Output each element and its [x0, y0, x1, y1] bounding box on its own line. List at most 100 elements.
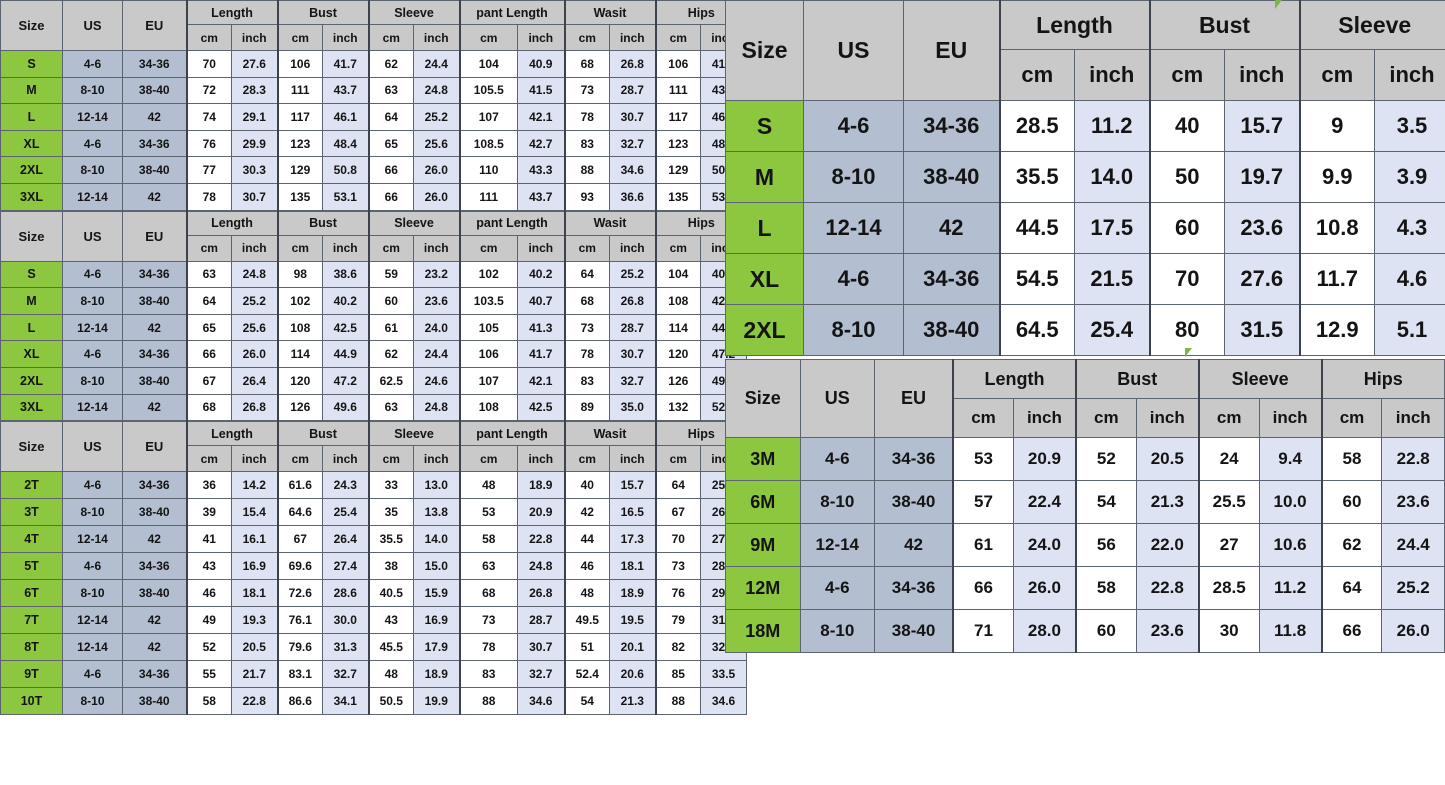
cell-cm: 53	[458, 498, 519, 527]
cell-inch: 24.8	[230, 260, 279, 289]
cell-cm: 58	[458, 525, 519, 554]
cell-size: XL	[725, 253, 804, 305]
cell-cm: 40.5	[367, 579, 415, 608]
cell-cm: 120	[654, 340, 702, 368]
cell-inch: 14.0	[413, 525, 461, 554]
unit-header-inch: inch	[1224, 49, 1300, 101]
table-row: L 12-14 42 65 25.6 108 42.5 61 24.0 105 41.3 73 28.7…	[0, 313, 748, 342]
unit-header-cm: cm	[458, 24, 519, 51]
unit-header-cm: cm	[563, 445, 611, 473]
unit-header-cm: cm	[367, 445, 415, 473]
cell-cm: 61	[367, 313, 415, 342]
cell-us: 12-14	[803, 202, 904, 254]
cell-inch: 23.6	[413, 287, 461, 315]
table-row: 9M 12-14 42 61 24.0 56 22.0 27 10.6 62 24.4	[725, 523, 1445, 567]
size-table-adult-middle: Size US EU Length Bust Sleeve pant Length Wasit…	[0, 210, 748, 422]
cell-inch: 32.7	[609, 129, 657, 158]
cell-cm: 102	[458, 260, 519, 289]
cell-cm: 57	[952, 480, 1014, 524]
cell-eu: 34-36	[122, 660, 187, 689]
cell-size: L	[0, 313, 63, 342]
cell-inch: 30.7	[609, 103, 657, 131]
cell-cm: 111	[654, 76, 702, 105]
cell-eu: 38-40	[122, 366, 187, 395]
table-row: M 8-10 38-40 35.5 14.0 50 19.7 9.9 3.9	[725, 151, 1445, 203]
group-header-length: Length	[185, 421, 279, 447]
cell-inch: 24.4	[413, 340, 461, 368]
cell-cm: 83	[563, 129, 611, 158]
cell-inch: 18.9	[609, 579, 657, 608]
cell-size: 2XL	[0, 366, 63, 395]
cell-inch: 24.8	[517, 552, 566, 581]
green-artifact-icon	[1185, 348, 1192, 357]
cell-cm: 51	[563, 633, 611, 662]
cell-cm: 86.6	[276, 687, 324, 716]
cell-cm: 104	[458, 50, 519, 78]
cell-inch: 38.6	[322, 260, 370, 289]
group-header-wasit: Wasit	[563, 210, 657, 236]
unit-header-cm: cm	[276, 234, 324, 262]
cell-cm: 79	[654, 606, 702, 635]
cell-inch: 3.5	[1374, 100, 1445, 152]
cell-cm: 28.5	[998, 100, 1075, 152]
cell-inch: 22.8	[1381, 437, 1445, 481]
cell-eu: 38-40	[903, 304, 1000, 356]
cell-cm: 76	[185, 129, 232, 158]
cell-cm: 111	[276, 76, 324, 105]
cell-inch: 22.8	[230, 687, 279, 716]
left-column: Size US EU Length Bust Sleeve pant Length Wasit…	[0, 0, 748, 716]
col-header-eu: EU	[874, 359, 954, 438]
cell-inch: 15.7	[609, 471, 657, 500]
cell-cm: 104	[654, 260, 702, 289]
cell-inch: 18.9	[413, 660, 461, 689]
cell-cm: 106	[654, 50, 702, 78]
cell-eu: 34-36	[122, 50, 187, 78]
table-row: 3M 4-6 34-36 53 20.9 52 20.5 24 9.4 58 22.8	[725, 437, 1445, 481]
table-row: 12M 4-6 34-36 66 26.0 58 22.8 28.5 11.2 64 25.2	[725, 566, 1445, 610]
cell-inch: 23.2	[413, 260, 461, 289]
group-header-wasit: Wasit	[563, 0, 657, 25]
cell-inch: 13.8	[413, 498, 461, 527]
cell-size: 9T	[0, 660, 63, 689]
cell-inch: 30.3	[230, 156, 279, 184]
cell-inch: 17.9	[413, 633, 461, 662]
cell-us: 8-10	[803, 304, 904, 356]
group-header-bust: Bust	[276, 210, 370, 236]
cell-inch: 20.5	[230, 633, 279, 662]
cell-cm: 72.6	[276, 579, 324, 608]
table-row: 6M 8-10 38-40 57 22.4 54 21.3 25.5 10.0 60 23.6	[725, 480, 1445, 524]
cell-inch: 28.7	[609, 76, 657, 105]
cell-inch: 19.3	[230, 606, 279, 635]
cell-cm: 73	[563, 313, 611, 342]
cell-inch: 40.2	[517, 260, 566, 289]
cell-cm: 72	[185, 76, 232, 105]
cell-cm: 70	[185, 50, 232, 78]
cell-inch: 18.1	[230, 579, 279, 608]
cell-cm: 114	[276, 340, 324, 368]
unit-header-cm: cm	[276, 24, 324, 51]
cell-inch: 26.8	[517, 579, 566, 608]
cell-inch: 47.2	[322, 366, 370, 395]
cell-inch: 32.7	[609, 366, 657, 395]
cell-inch: 28.7	[517, 606, 566, 635]
cell-cm: 50	[1148, 151, 1225, 203]
table-row: M 8-10 38-40 64 25.2 102 40.2 60 23.6 103.5 40.7 68…	[0, 287, 748, 315]
cell-eu: 42	[122, 633, 187, 662]
table-row: 8T 12-14 42 52 20.5 79.6 31.3 45.5 17.9 78 30.7 51 2…	[0, 633, 748, 662]
cell-eu: 42	[122, 525, 187, 554]
table-row: 9T 4-6 34-36 55 21.7 83.1 32.7 48 18.9 83 32.7 52.4…	[0, 660, 748, 689]
cell-cm: 62.5	[367, 366, 415, 395]
cell-size: XL	[0, 340, 63, 368]
unit-header-inch: inch	[230, 24, 279, 51]
cell-cm: 88	[654, 687, 702, 716]
cell-inch: 16.5	[609, 498, 657, 527]
cell-cm: 35.5	[998, 151, 1075, 203]
cell-us: 4-6	[799, 437, 876, 481]
unit-header-cm: cm	[185, 24, 232, 51]
cell-inch: 42.5	[322, 313, 370, 342]
table-row: XL 4-6 34-36 66 26.0 114 44.9 62 24.4 106 41.7 78 30…	[0, 340, 748, 368]
cell-cm: 106	[276, 50, 324, 78]
cell-cm: 79.6	[276, 633, 324, 662]
cell-cm: 126	[276, 393, 324, 422]
cell-size: 6M	[725, 480, 801, 524]
